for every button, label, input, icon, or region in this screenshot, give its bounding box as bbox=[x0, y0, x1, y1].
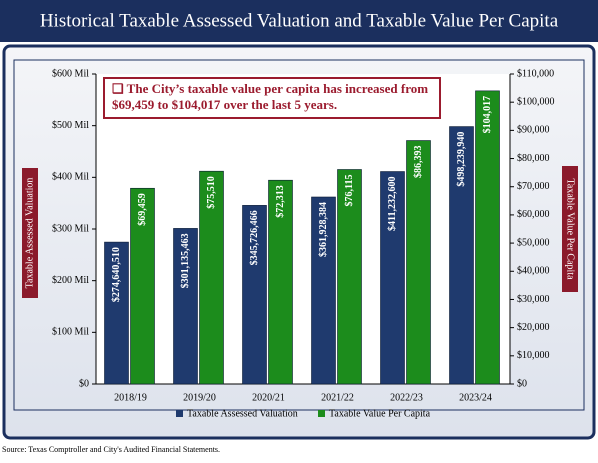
x-tick-label: 2023/24 bbox=[459, 392, 492, 403]
y-tick-label: $500 Mil bbox=[52, 120, 89, 131]
bar bbox=[449, 126, 474, 385]
bar bbox=[475, 90, 500, 385]
x-tick-label: 2019/20 bbox=[183, 392, 216, 403]
x-tick-label: 2021/22 bbox=[321, 392, 354, 403]
y-tick-label: $0 bbox=[79, 378, 89, 389]
bar bbox=[406, 140, 431, 385]
bar bbox=[337, 169, 362, 385]
bar bbox=[268, 179, 293, 385]
y2-label-box bbox=[562, 166, 578, 292]
value-label: $274,640,510 bbox=[111, 247, 122, 302]
y-tick-label: $100 Mil bbox=[52, 327, 89, 338]
value-label: $104,017 bbox=[482, 96, 493, 133]
annotation: ❑ The City’s taxable value per capita ha… bbox=[112, 81, 429, 112]
bar bbox=[242, 205, 267, 385]
value-label: $86,393 bbox=[413, 146, 424, 179]
annotation-container: ❑ The City’s taxable value per capita ha… bbox=[112, 81, 429, 112]
y-tick-label: $600 Mil bbox=[52, 68, 89, 79]
y2-tick-label: $110,000 bbox=[517, 68, 554, 79]
value-label: $76,115 bbox=[344, 174, 355, 206]
x-tick-label: 2018/19 bbox=[114, 392, 147, 403]
bar bbox=[104, 241, 129, 385]
legend-swatch bbox=[176, 410, 183, 417]
plot-area bbox=[96, 74, 510, 384]
y2-axis-label: Taxable Value Per Capita bbox=[565, 178, 576, 280]
value-label: $345,726,466 bbox=[249, 210, 260, 265]
value-label: $361,928,384 bbox=[318, 202, 329, 257]
bar bbox=[173, 228, 198, 385]
source-note: Source: Texas Comptroller and City's Aud… bbox=[2, 445, 220, 454]
y2-tick-label: $10,000 bbox=[517, 350, 550, 361]
value-label: $498,239,940 bbox=[456, 132, 467, 187]
value-label: $301,135,463 bbox=[180, 233, 191, 288]
bar bbox=[311, 196, 336, 385]
y2-tick-label: $100,000 bbox=[517, 96, 555, 107]
bar bbox=[130, 187, 155, 385]
y-tick-label: $200 Mil bbox=[52, 275, 89, 286]
y2-tick-label: $80,000 bbox=[517, 153, 550, 164]
y2-tick-label: $40,000 bbox=[517, 266, 550, 277]
y2-tick-label: $50,000 bbox=[517, 237, 550, 248]
value-label: $69,459 bbox=[137, 193, 148, 226]
annotation-box bbox=[103, 77, 441, 119]
bar bbox=[380, 171, 405, 385]
y-tick-label: $300 Mil bbox=[52, 223, 89, 234]
value-label: $75,510 bbox=[206, 176, 217, 209]
y2-tick-label: $20,000 bbox=[517, 322, 550, 333]
legend-swatch bbox=[318, 410, 325, 417]
value-label: $72,313 bbox=[275, 185, 286, 218]
banner bbox=[0, 0, 598, 42]
x-tick-label: 2020/21 bbox=[252, 392, 285, 403]
value-label: $411,232,600 bbox=[387, 177, 398, 231]
y2-tick-label: $0 bbox=[517, 378, 527, 389]
legend-label: Taxable Assessed Valuation bbox=[187, 408, 298, 419]
bar bbox=[199, 170, 224, 385]
y2-tick-label: $30,000 bbox=[517, 294, 550, 305]
chart-title: Historical Taxable Assessed Valuation an… bbox=[40, 10, 559, 31]
y2-tick-label: $60,000 bbox=[517, 209, 550, 220]
inner-frame bbox=[13, 59, 585, 411]
y2-tick-label: $90,000 bbox=[517, 125, 550, 136]
y2-tick-label: $70,000 bbox=[517, 181, 550, 192]
x-tick-label: 2022/23 bbox=[390, 392, 423, 403]
y-axis-label: Taxable Assessed Valuation bbox=[24, 178, 35, 289]
legend-label: Taxable Value Per Capita bbox=[329, 408, 431, 419]
y-label-box bbox=[22, 168, 38, 298]
y-tick-label: $400 Mil bbox=[52, 172, 89, 183]
